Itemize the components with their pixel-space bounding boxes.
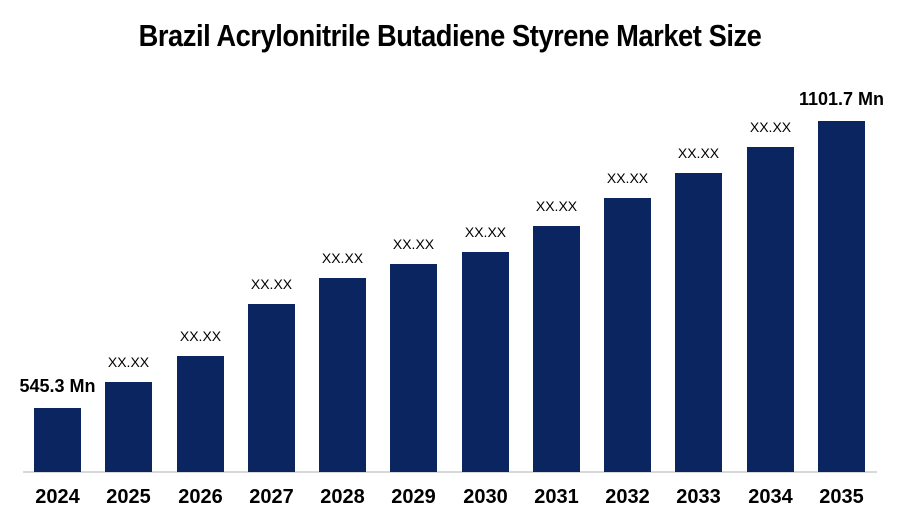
x-axis-label: 2035 — [819, 486, 864, 508]
bar-value-label: XX.XX — [749, 119, 792, 135]
bar-value-label: XX.XX — [677, 145, 720, 161]
bar-value-label: 1101.7 Mn — [798, 89, 885, 109]
bar-2027 — [248, 304, 295, 472]
bar-value-label: XX.XX — [107, 354, 150, 370]
bar-2033 — [675, 173, 722, 472]
bar-value-label: 545.3 Mn — [19, 376, 96, 396]
bar-value-label: XX.XX — [464, 224, 507, 240]
bar-value-label: XX.XX — [321, 250, 364, 266]
x-axis-label: 2033 — [676, 486, 721, 508]
x-axis-label: 2032 — [605, 486, 650, 508]
x-axis-label: 2027 — [249, 486, 294, 508]
bar-2028 — [319, 278, 366, 472]
chart-title: Brazil Acrylonitrile Butadiene Styrene M… — [138, 18, 762, 53]
bar-2025 — [105, 382, 152, 472]
x-axis-label: 2028 — [320, 486, 365, 508]
bar-2032 — [604, 198, 651, 472]
bar-value-label: XX.XX — [392, 236, 435, 252]
x-axis-label: 2034 — [748, 486, 793, 508]
x-axis-label: 2025 — [106, 486, 151, 508]
bar-2031 — [533, 226, 580, 472]
bar-value-label: XX.XX — [179, 328, 222, 344]
bar-2035 — [818, 121, 865, 472]
x-axis-label: 2024 — [35, 486, 80, 508]
x-axis-line — [23, 471, 877, 473]
bar-2030 — [462, 252, 509, 472]
x-axis-label: 2026 — [178, 486, 223, 508]
x-axis-label: 2030 — [463, 486, 508, 508]
bar-2034 — [747, 147, 794, 472]
bar-value-label: XX.XX — [250, 276, 293, 292]
bar-2029 — [390, 264, 437, 472]
x-axis-label: 2031 — [534, 486, 579, 508]
x-axis-label: 2029 — [391, 486, 436, 508]
bar-value-label: XX.XX — [535, 198, 578, 214]
bar-2026 — [177, 356, 224, 472]
bar-2024 — [34, 408, 81, 472]
bar-value-label: XX.XX — [606, 170, 649, 186]
